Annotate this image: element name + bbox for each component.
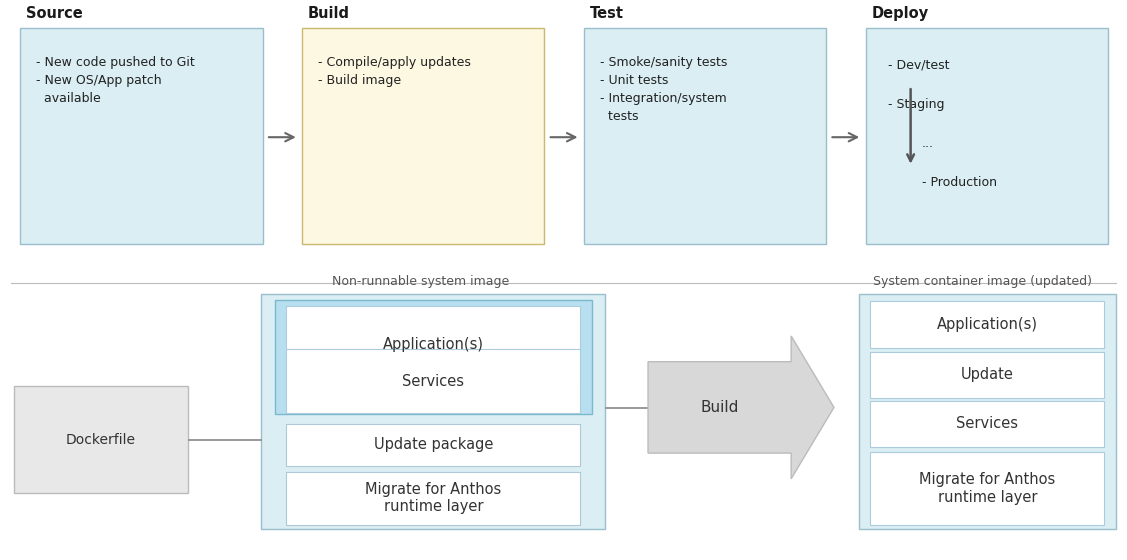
FancyBboxPatch shape: [859, 294, 1116, 529]
FancyBboxPatch shape: [870, 301, 1104, 348]
FancyBboxPatch shape: [20, 28, 263, 244]
FancyBboxPatch shape: [14, 386, 188, 493]
FancyBboxPatch shape: [866, 28, 1108, 244]
Text: Application(s): Application(s): [383, 337, 483, 352]
FancyBboxPatch shape: [302, 28, 544, 244]
FancyBboxPatch shape: [584, 28, 826, 244]
FancyBboxPatch shape: [870, 401, 1104, 447]
Text: - Compile/apply updates
- Build image: - Compile/apply updates - Build image: [318, 56, 471, 87]
FancyBboxPatch shape: [286, 306, 580, 382]
FancyBboxPatch shape: [286, 349, 580, 413]
Text: Update: Update: [961, 367, 1013, 382]
Text: Source: Source: [26, 6, 82, 21]
Text: Test: Test: [589, 6, 623, 21]
Text: - New code pushed to Git
- New OS/App patch
  available: - New code pushed to Git - New OS/App pa…: [36, 56, 195, 105]
FancyBboxPatch shape: [275, 300, 592, 414]
FancyBboxPatch shape: [870, 452, 1104, 525]
FancyBboxPatch shape: [286, 424, 580, 466]
Text: ...: ...: [922, 137, 934, 150]
FancyBboxPatch shape: [261, 294, 605, 529]
Text: Update package: Update package: [374, 437, 492, 452]
Polygon shape: [648, 336, 834, 479]
Text: - Staging: - Staging: [888, 98, 944, 111]
FancyBboxPatch shape: [286, 472, 580, 525]
Text: Migrate for Anthos
runtime layer: Migrate for Anthos runtime layer: [920, 472, 1055, 505]
Text: Build: Build: [308, 6, 349, 21]
Text: Services: Services: [402, 374, 464, 389]
Text: Application(s): Application(s): [937, 317, 1038, 332]
Text: - Dev/test: - Dev/test: [888, 59, 950, 72]
Text: Non-runnable system image: Non-runnable system image: [332, 276, 509, 288]
Text: Migrate for Anthos
runtime layer: Migrate for Anthos runtime layer: [365, 482, 502, 514]
Text: Build: Build: [700, 400, 739, 415]
Text: System container image (updated): System container image (updated): [873, 276, 1092, 288]
Text: Deploy: Deploy: [871, 6, 929, 21]
FancyBboxPatch shape: [870, 352, 1104, 398]
Text: - Production: - Production: [922, 176, 997, 189]
Text: - Smoke/sanity tests
- Unit tests
- Integration/system
  tests: - Smoke/sanity tests - Unit tests - Inte…: [600, 56, 727, 123]
Text: Dockerfile: Dockerfile: [65, 432, 136, 447]
Text: Services: Services: [956, 417, 1019, 431]
